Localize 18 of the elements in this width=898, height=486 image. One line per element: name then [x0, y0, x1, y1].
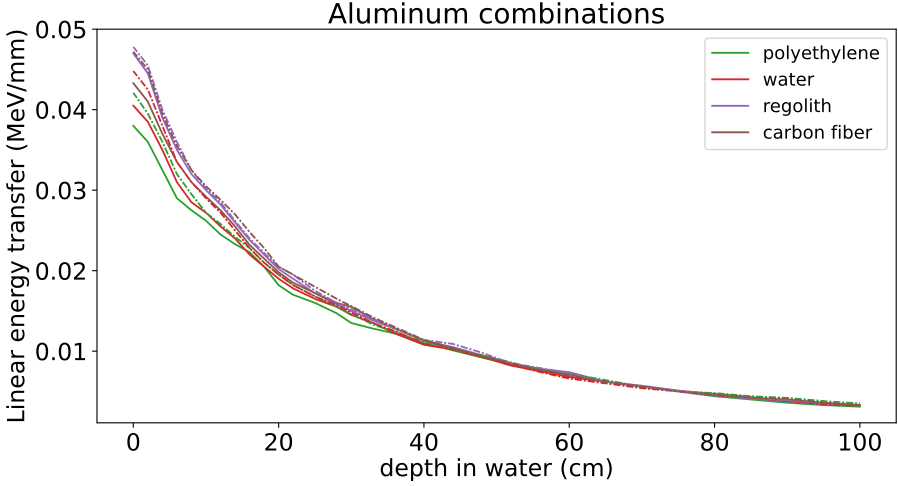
- legend-label: water: [764, 72, 814, 86]
- x-tick-label: 80: [701, 432, 728, 451]
- y-tick-label: 0.02: [36, 262, 85, 280]
- x-axis-title: depth in water (cm): [380, 458, 612, 482]
- y-tick-label: 0.03: [36, 182, 86, 200]
- x-tick-label: 0: [127, 432, 140, 451]
- legend-label: regolith: [764, 98, 830, 116]
- y-axis-title: Linear energy transfer (MeV/mm): [6, 30, 30, 422]
- x-tick-label: 100: [840, 432, 881, 451]
- chart-title: Aluminum combinations: [328, 2, 664, 24]
- x-tick-label: 20: [265, 432, 292, 451]
- y-tick-label: 0.05: [36, 20, 86, 38]
- x-tick-label: 60: [556, 432, 583, 451]
- x-tick-label: 40: [410, 432, 438, 451]
- y-tick-label: 0.01: [36, 342, 86, 360]
- legend-label: carbon fiber: [764, 124, 872, 139]
- y-tick-label: 0.04: [36, 101, 86, 119]
- legend-label: polyethylene: [764, 45, 879, 63]
